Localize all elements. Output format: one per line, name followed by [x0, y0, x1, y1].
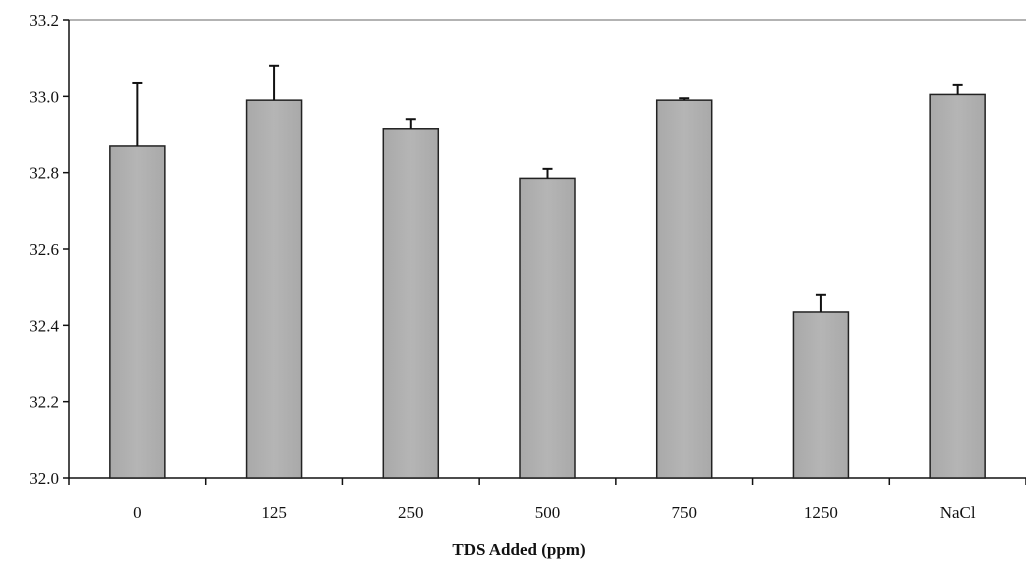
bar-125 — [245, 99, 303, 479]
y-tick-label: 33.2 — [29, 11, 59, 30]
bar-NaCl — [929, 93, 986, 479]
x-tick-label: 0 — [133, 503, 142, 522]
y-tick-label: 32.0 — [29, 469, 59, 488]
x-tick-label: NaCl — [940, 503, 976, 522]
y-tick-label: 33.0 — [29, 87, 59, 106]
bar-750 — [655, 99, 713, 479]
bar-1250 — [792, 311, 850, 479]
bar-250 — [382, 128, 440, 479]
y-tick-label: 32.6 — [29, 240, 59, 259]
x-tick-labels: 0 125 250 500 750 1250 NaCl — [133, 503, 976, 522]
error-bars — [132, 64, 963, 312]
x-tick-label: 500 — [535, 503, 561, 522]
x-axis-title: TDS Added (ppm) — [452, 540, 585, 559]
bar-series — [109, 93, 986, 479]
y-tick-label: 32.2 — [29, 393, 59, 412]
y-tick-label: 32.4 — [29, 316, 59, 335]
x-tick-label: 1250 — [804, 503, 838, 522]
x-tick-label: 250 — [398, 503, 424, 522]
bar-0 — [109, 145, 166, 479]
x-tick-label: 750 — [671, 503, 697, 522]
y-tick-label: 32.8 — [29, 164, 59, 183]
y-axis: 32.0 32.2 32.4 32.6 32.8 33.0 33.2 — [29, 11, 70, 488]
bar-500 — [519, 177, 576, 479]
x-tick-label: 125 — [261, 503, 287, 522]
